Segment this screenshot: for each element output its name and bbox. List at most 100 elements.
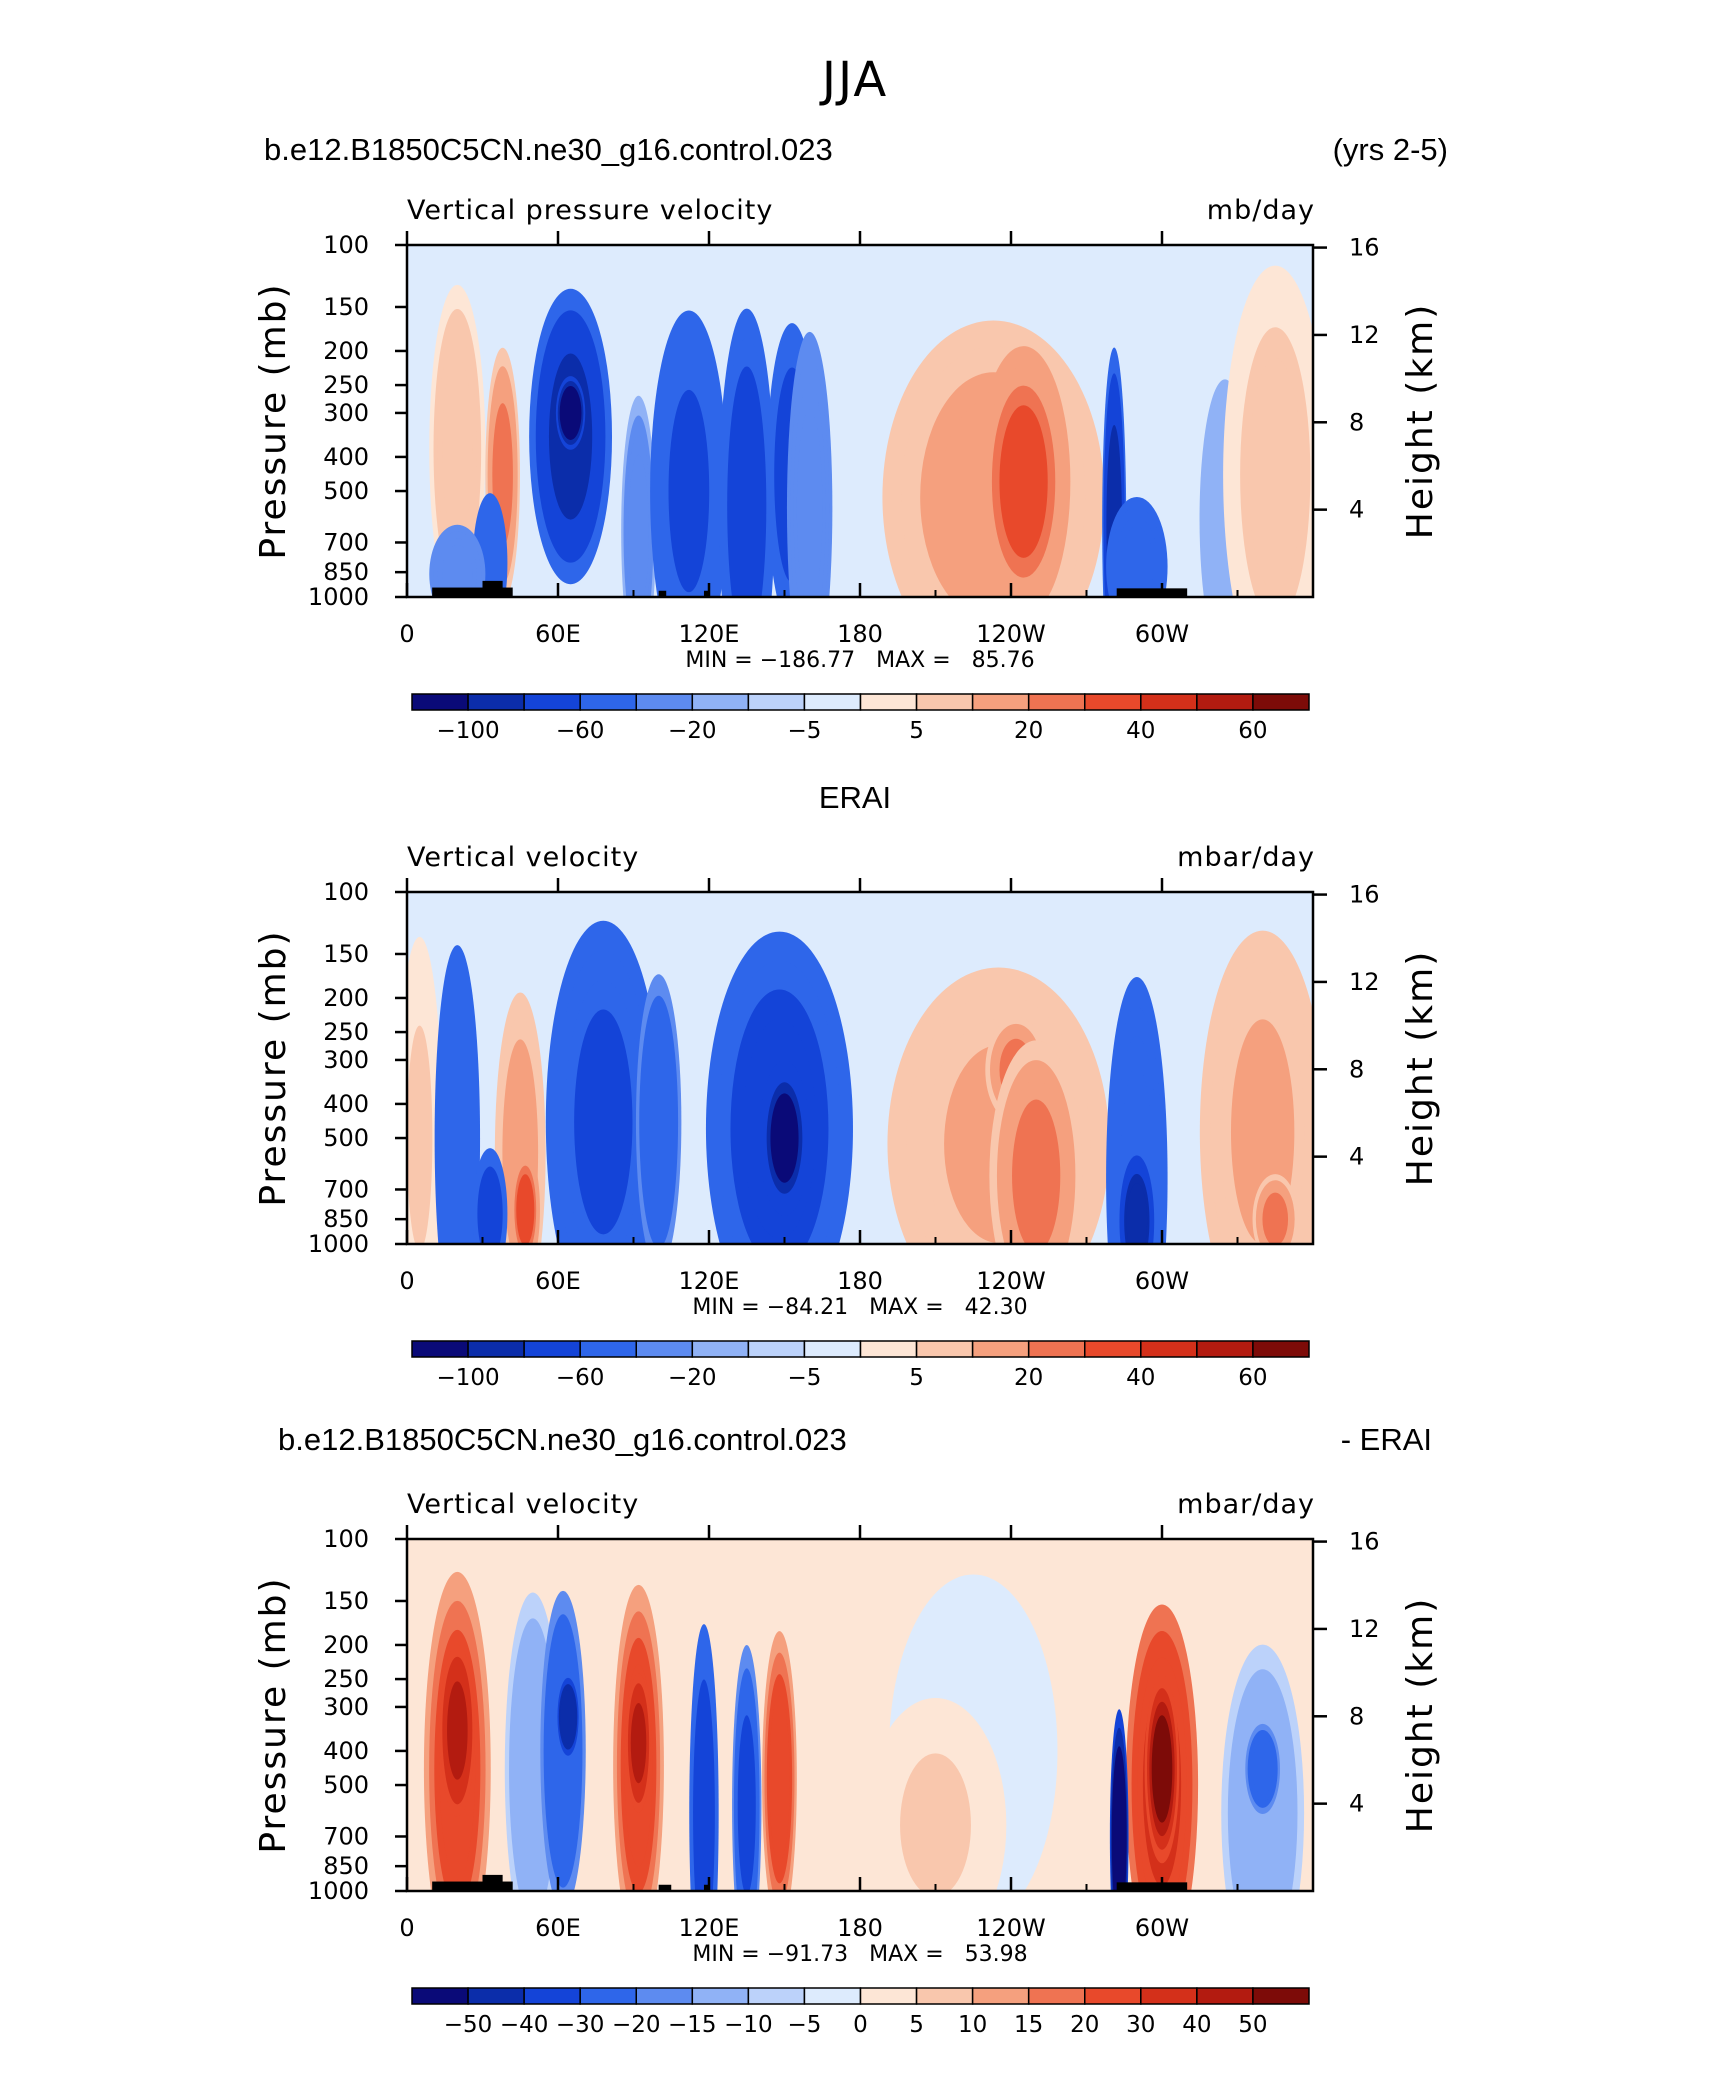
land-mask: [703, 1884, 709, 1891]
land-mask: [703, 590, 709, 597]
colorbar-swatch: [411, 1340, 469, 1358]
panel-2: Vertical velocity mbar/day 0 60E 120E 180 120W…: [253, 842, 1441, 1391]
x-tick-label: 60W: [1135, 1914, 1189, 1942]
colorbar-swatch: [523, 1340, 581, 1358]
y-tick-label: 400: [323, 443, 369, 471]
colorbar-label: −20: [668, 1365, 717, 1391]
page-title: JJA: [821, 52, 889, 108]
x-tick-label: 0: [399, 620, 414, 648]
y-right-tick-label: 8: [1349, 408, 1364, 436]
colorbar-swatch: [915, 1987, 974, 2005]
x-tick-label: 180: [837, 1914, 883, 1942]
y-tick-label: 700: [323, 528, 369, 556]
field-feature: [999, 405, 1048, 558]
y-right-tick-label: 16: [1349, 881, 1380, 909]
colorbar-swatch: [523, 1987, 581, 2005]
field-feature: [731, 395, 763, 597]
colorbar-swatch: [691, 1987, 750, 2005]
y-axis-right-label: Height (km): [1400, 950, 1441, 1186]
field-feature: [560, 1690, 576, 1744]
field-feature: [1151, 1715, 1173, 1823]
colorbar-label: 5: [909, 718, 924, 744]
land-mask: [1116, 588, 1188, 597]
minmax-label: MIN = −91.73 MAX = 53.98: [692, 1942, 1027, 1967]
colorbar-swatch: [1140, 693, 1198, 711]
colorbar-swatch: [971, 1987, 1030, 2005]
x-tick-label: 60W: [1135, 1267, 1189, 1295]
y-tick-label: 250: [323, 1018, 369, 1046]
colorbar-swatch: [971, 693, 1030, 711]
colorbar-label: −5: [787, 718, 821, 744]
field-feature: [574, 1009, 633, 1235]
x-tick-label: 180: [837, 1267, 883, 1295]
field-feature: [442, 545, 473, 597]
colorbar-label: 40: [1182, 2012, 1211, 2038]
field-feature: [516, 1174, 535, 1244]
y-tick-label: 500: [323, 477, 369, 505]
y-axis-label: Pressure (mb): [253, 282, 294, 559]
colorbar-label: −60: [556, 1365, 605, 1391]
field-feature: [444, 1030, 471, 1244]
colorbar-swatch: [1084, 1340, 1142, 1358]
field-feature: [447, 1681, 468, 1780]
x-tick-label: 0: [399, 1267, 414, 1295]
field-feature: [900, 1753, 971, 1891]
variable-label: Vertical velocity: [407, 842, 639, 873]
colorbar: −100 −60 −20 −5 5 20 40 60: [411, 693, 1310, 744]
colorbar-label: −20: [612, 2012, 661, 2038]
colorbar-label: 30: [1126, 2012, 1155, 2038]
field-feature: [517, 1670, 549, 1868]
colorbar-label: −20: [668, 718, 717, 744]
colorbar-label: −10: [724, 2012, 773, 2038]
colorbar-label: 20: [1014, 1365, 1043, 1391]
field-feature: [796, 409, 823, 597]
colorbar-swatch: [691, 693, 750, 711]
colorbar-swatch: [579, 693, 637, 711]
colorbar-label: 15: [1014, 2012, 1043, 2038]
field-feature: [668, 389, 710, 593]
colorbar-label: −60: [556, 718, 605, 744]
colorbar-swatch: [1196, 1987, 1254, 2005]
y-tick-label: 150: [323, 293, 369, 321]
units-label: mb/day: [1207, 195, 1315, 226]
colorbar-swatch: [915, 1340, 974, 1358]
colorbar: −50 −40 −30 −20 −15 −10 −5 0 5 10 15 20 30 40 50: [411, 1987, 1310, 2038]
field-feature: [694, 1707, 713, 1891]
panel1-right-title: (yrs 2-5): [1332, 132, 1448, 167]
field-feature: [1126, 1183, 1148, 1244]
field-contours: [407, 920, 1313, 1244]
x-tick-label: 60E: [535, 620, 581, 648]
y-axis-right-label: Height (km): [1400, 1597, 1441, 1833]
y-right-tick-label: 12: [1349, 321, 1380, 349]
panel3-left-title: b.e12.B1850C5CN.ne30_g16.control.023: [278, 1422, 847, 1457]
y-right-tick-label: 12: [1349, 968, 1380, 996]
colorbar-label: −5: [787, 1365, 821, 1391]
y-tick-label: 500: [323, 1771, 369, 1799]
field-feature: [630, 1702, 647, 1784]
colorbar-swatch: [1252, 1987, 1310, 2005]
field-feature: [1112, 1764, 1126, 1891]
minmax-label: MIN = −186.77 MAX = 85.76: [685, 648, 1034, 673]
colorbar-swatch: [971, 1340, 1030, 1358]
field-feature: [479, 1175, 501, 1244]
colorbar-swatch: [1084, 693, 1142, 711]
field-feature: [769, 1695, 790, 1862]
colorbar-swatch: [803, 693, 862, 711]
land-mask: [1116, 1882, 1188, 1891]
field-feature: [737, 1715, 756, 1891]
field-feature: [645, 1038, 672, 1205]
colorbar-label: −100: [436, 1365, 499, 1391]
colorbar-swatch: [1252, 693, 1310, 711]
field-feature: [628, 454, 649, 597]
y-right-tick-label: 4: [1349, 1143, 1364, 1171]
colorbar: −100 −60 −20 −5 5 20 40 60: [411, 1340, 1310, 1391]
colorbar-swatch: [411, 1987, 469, 2005]
variable-label: Vertical velocity: [407, 1489, 639, 1520]
colorbar-label: −50: [444, 2012, 493, 2038]
x-tick-label: 120E: [679, 1267, 740, 1295]
colorbar-label: −100: [436, 718, 499, 744]
field-feature: [1248, 357, 1302, 592]
colorbar-label: −5: [787, 2012, 821, 2038]
land-mask: [432, 1881, 513, 1891]
y-tick-label: 400: [323, 1090, 369, 1118]
